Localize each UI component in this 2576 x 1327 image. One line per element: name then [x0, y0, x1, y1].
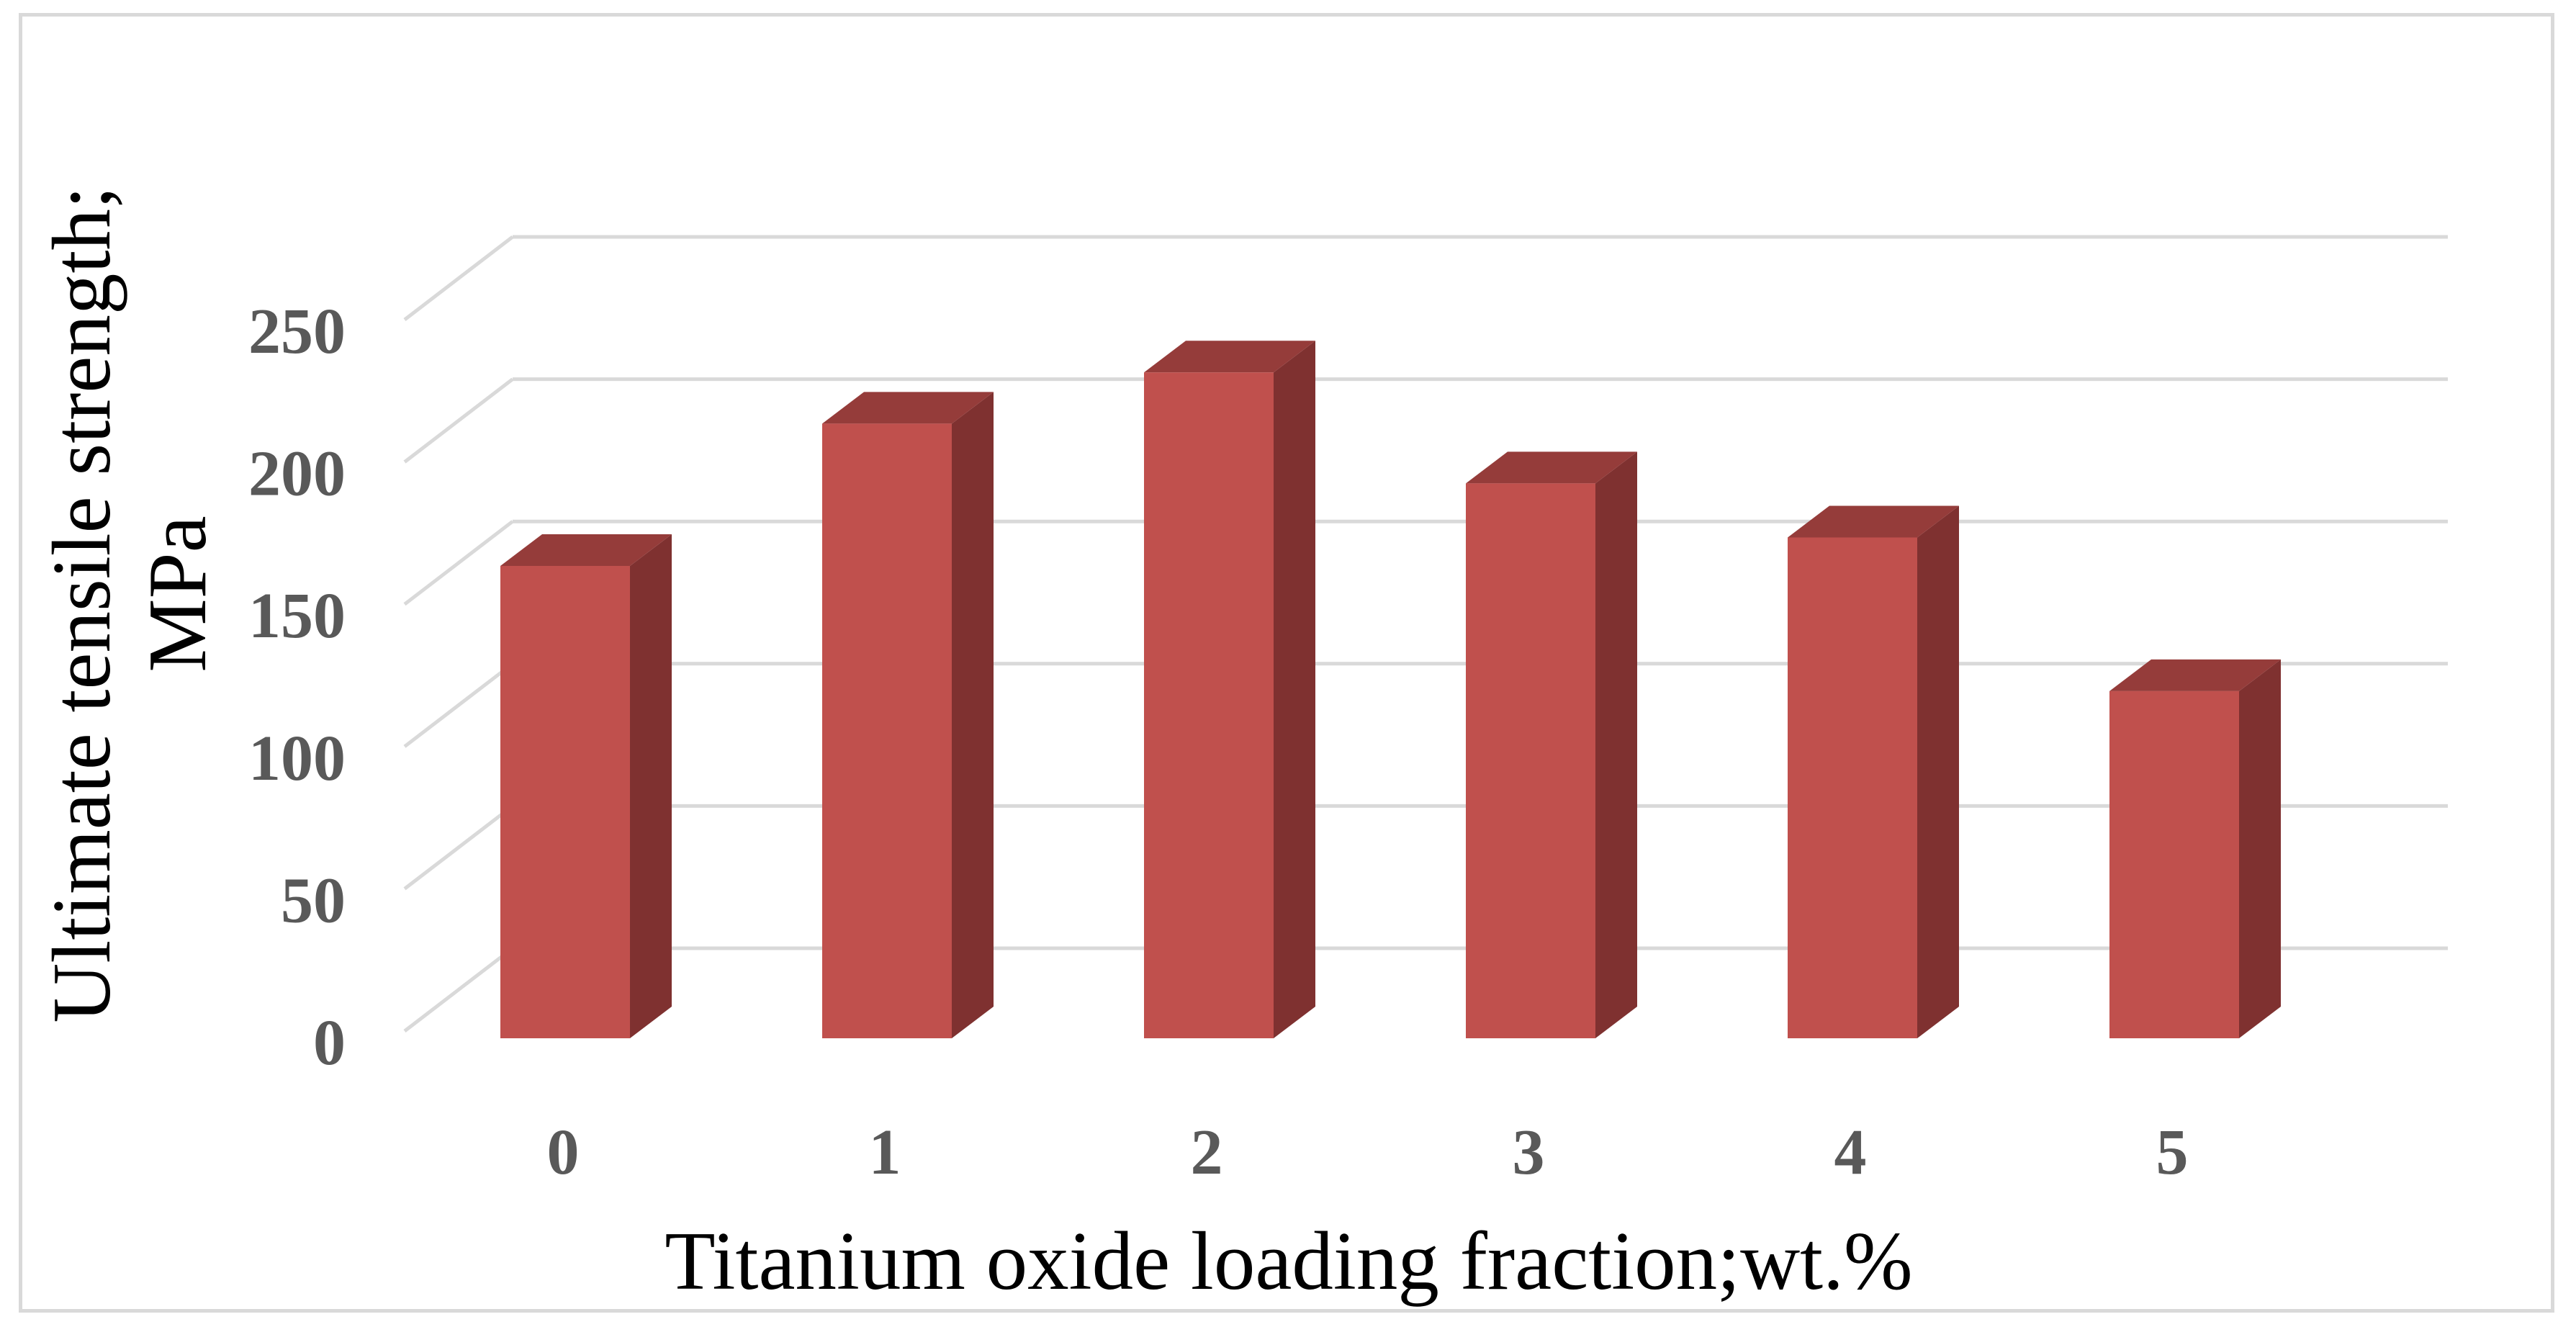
- gridline-diagonal: [403, 804, 514, 891]
- bar-side: [1917, 505, 1959, 1038]
- gridline-diagonal: [403, 235, 514, 321]
- x-axis-title: Titanium oxide loading fraction;wt.%: [665, 1215, 1912, 1307]
- bars: [500, 341, 2281, 1038]
- gridline-diagonal: [403, 947, 514, 1033]
- y-tick-labels: 0 50 100 150 200 250: [248, 296, 346, 1079]
- y-tick-label: 200: [248, 438, 346, 510]
- x-tick-label: 0: [547, 1117, 580, 1188]
- bar-side: [630, 534, 672, 1038]
- x-tick-label: 1: [869, 1117, 901, 1188]
- y-tick-label: 50: [281, 865, 346, 936]
- bar-side: [2239, 659, 2281, 1038]
- y-tick-label: 150: [248, 580, 346, 652]
- bar-top: [1144, 341, 1315, 373]
- y-tick-label: 100: [248, 723, 346, 794]
- bar-top: [2109, 659, 2281, 691]
- bar-top: [500, 534, 672, 566]
- bar-side: [1274, 341, 1315, 1038]
- y-axis-title: Ultimate tensile strength; MPa: [36, 165, 223, 1022]
- x-tick-label: 5: [2156, 1117, 2189, 1188]
- y-axis-title-line-1: Ultimate tensile strength;: [36, 186, 127, 1023]
- bar-side: [952, 392, 994, 1038]
- gridline-diagonal: [403, 520, 514, 606]
- gridline-diagonal: [403, 377, 514, 464]
- bar-top: [1788, 505, 1959, 538]
- x-tick-label: 3: [1513, 1117, 1545, 1188]
- bar: [822, 423, 952, 1038]
- y-tick-label: 250: [248, 296, 346, 367]
- bar-top: [822, 392, 994, 424]
- bar: [1144, 372, 1274, 1038]
- bar-side: [1595, 451, 1637, 1038]
- bar: [1466, 483, 1595, 1038]
- bar: [2109, 691, 2239, 1038]
- y-tick-label: 0: [313, 1007, 346, 1079]
- y-axis-title-line-2: MPa: [132, 516, 223, 672]
- x-tick-label: 4: [1834, 1117, 1867, 1188]
- x-tick-labels: 0 1 2 3 4 5: [547, 1117, 2189, 1188]
- bar-top: [1466, 451, 1637, 484]
- gridline-diagonal: [403, 662, 514, 748]
- bar: [500, 565, 630, 1038]
- x-tick-label: 2: [1191, 1117, 1223, 1188]
- bar: [1788, 537, 1917, 1038]
